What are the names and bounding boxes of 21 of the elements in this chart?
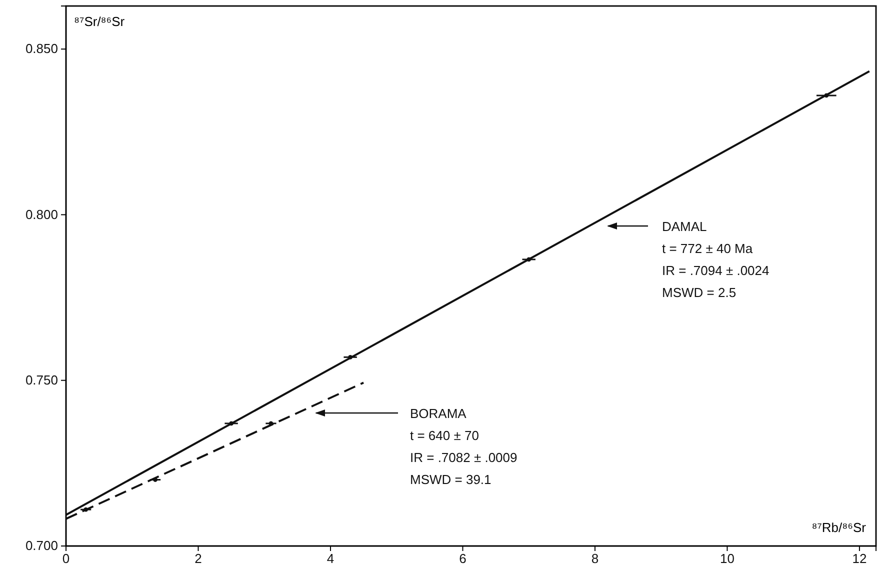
x-tick-label: 2: [194, 551, 202, 566]
point: [824, 93, 829, 98]
x-tick-label: 4: [326, 551, 334, 566]
x-tick-label: 12: [852, 551, 867, 566]
point: [229, 421, 234, 426]
point: [84, 507, 88, 512]
annotation: DAMAL t = 772 ± 40 Ma IR = .7094 ± .0024 MSWD = 2.5: [662, 219, 770, 300]
y-tick-label: 0.750: [25, 372, 58, 388]
x-tick-label: 6: [459, 551, 466, 566]
y-tick-label: 0.700: [25, 538, 58, 554]
point: [526, 257, 532, 262]
x-tick-label: 8: [591, 551, 599, 566]
y-axis-title: ⁸⁷Sr/⁸⁶Sr: [74, 14, 126, 29]
x-tick-label: 0: [62, 551, 70, 566]
y-tick-label: 0.850: [25, 41, 58, 56]
x-axis-title: ⁸⁷Rb/⁸⁶Sr: [812, 520, 867, 535]
y-tick-label: 0.800: [25, 206, 58, 222]
point: [153, 478, 158, 482]
x-tick-label: 10: [720, 551, 734, 566]
point: [348, 354, 353, 360]
annotation: BORAMA t = 640 ± 70 IR = .7082 ± .0009 MSWD = 39.1: [410, 406, 518, 487]
